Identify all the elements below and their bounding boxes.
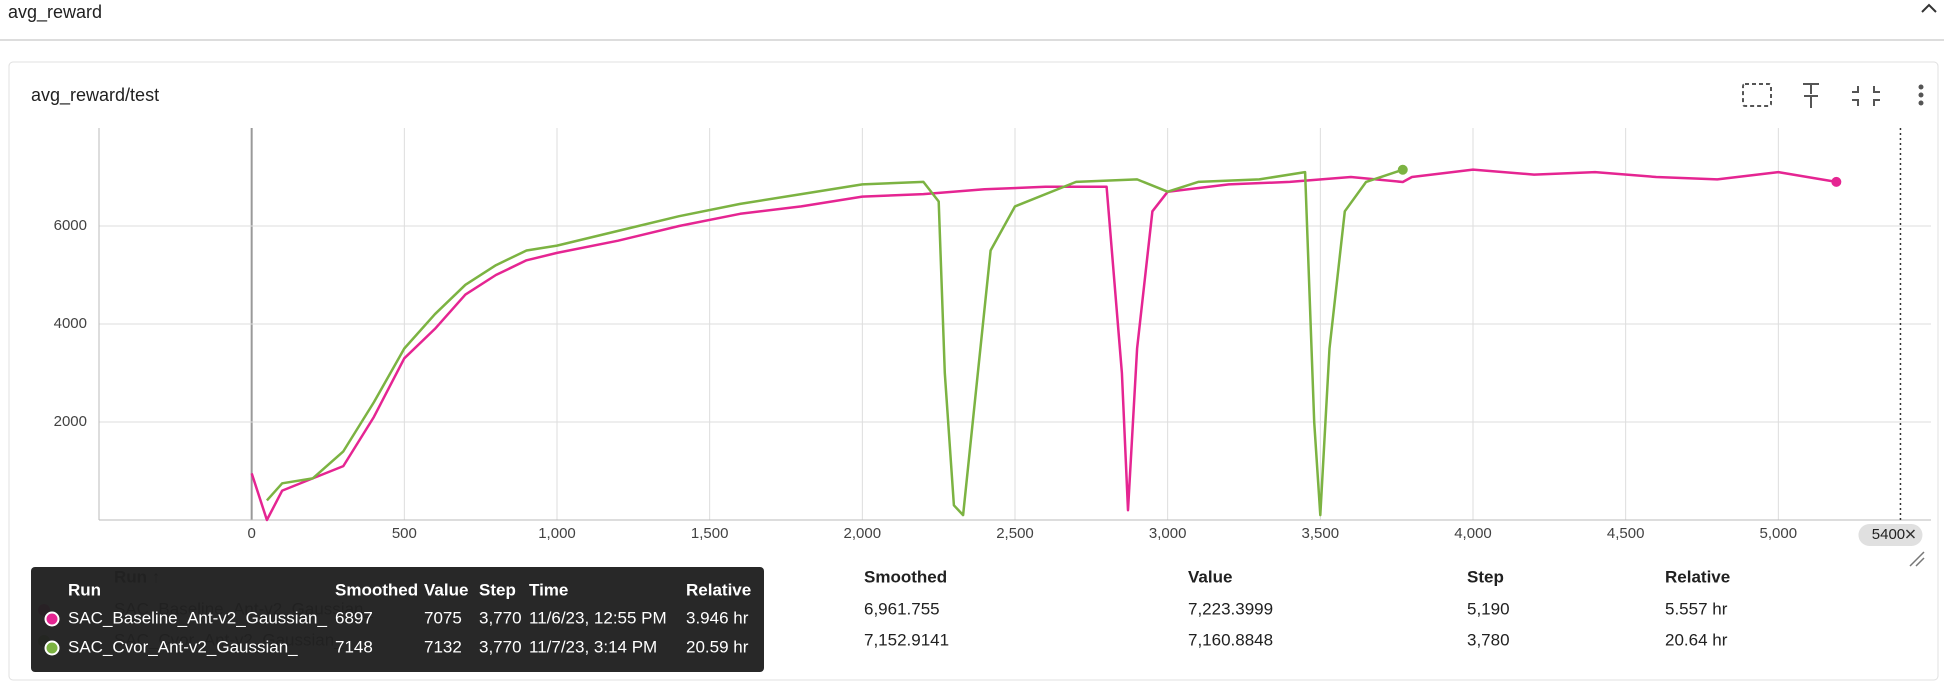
- tooltip-cell: 20.59 hr: [686, 637, 749, 656]
- tooltip: Run Smoothed Value Step Time Relative SAC_Base…: [31, 567, 764, 672]
- table-cell: 20.64 hr: [1665, 630, 1728, 649]
- x-tick-label: 5,000: [1760, 525, 1798, 542]
- table-header: Relative: [1665, 567, 1730, 586]
- plot-area: 0 500 1,000 1,500 2,000 2,500 3,000 3,500 4,000 4…: [54, 128, 1931, 546]
- tooltip-header: Value: [424, 580, 468, 599]
- x-tick-label: 4,000: [1454, 525, 1492, 542]
- series-end-dot: [1397, 164, 1408, 175]
- step-marker-close[interactable]: [1905, 529, 1916, 539]
- series-line: [265, 168, 1404, 517]
- x-tick-label: 1,000: [538, 525, 576, 542]
- tooltip-header: Time: [529, 580, 568, 599]
- table-cell: 6,961.755: [864, 599, 940, 618]
- tooltip-cell: 11/7/23, 3:14 PM: [529, 637, 657, 656]
- y-tick-label: 6000: [54, 217, 87, 234]
- tooltip-header: Smoothed: [335, 580, 418, 599]
- series-line: [250, 168, 1837, 522]
- step-marker-label: 5400: [1872, 526, 1905, 543]
- more-icon[interactable]: [1918, 84, 1924, 106]
- tooltip-header: Relative: [686, 580, 751, 599]
- series-end-dot: [1831, 176, 1842, 187]
- tooltip-cell: 3.946 hr: [686, 608, 749, 627]
- section-title: avg_reward: [8, 2, 102, 23]
- x-tick-label: 0: [247, 525, 255, 542]
- tooltip-cell: 11/6/23, 12:55 PM: [529, 608, 667, 627]
- step-marker-chip[interactable]: [1858, 524, 1923, 546]
- tooltip-color-dot: [44, 640, 60, 656]
- y-tick-label: 2000: [54, 413, 87, 430]
- tooltip-cell: 7148: [335, 637, 373, 656]
- table-header: Value: [1188, 567, 1232, 586]
- x-tick-label: 4,500: [1607, 525, 1645, 542]
- tooltip-cell: 7132: [424, 637, 462, 656]
- x-tick-label: 2,000: [844, 525, 882, 542]
- table-cell: 7,160.8848: [1188, 630, 1273, 649]
- tooltip-box: [31, 567, 764, 672]
- y-tick-label: 4000: [54, 315, 87, 332]
- collapse-icon[interactable]: [1921, 3, 1937, 13]
- table-cell: 7,152.9141: [864, 630, 949, 649]
- tooltip-cell: 7075: [424, 608, 462, 627]
- fullscreen-icon[interactable]: [1852, 86, 1880, 106]
- tooltip-cell: SAC_Baseline_Ant-v2_Gaussian_: [68, 608, 327, 627]
- table-cell: 5.557 hr: [1665, 599, 1728, 618]
- table-cell: 3,780: [1467, 630, 1510, 649]
- x-tick-label: 500: [392, 525, 417, 542]
- card-title: avg_reward/test: [31, 85, 159, 106]
- table-header: Step: [1467, 567, 1504, 586]
- tooltip-cell: 3,770: [479, 637, 522, 656]
- x-tick-label: 3,500: [1302, 525, 1340, 542]
- table-cell: 5,190: [1467, 599, 1510, 618]
- resize-handle[interactable]: [1909, 551, 1925, 567]
- x-tick-label: 2,500: [996, 525, 1034, 542]
- pin-icon[interactable]: [1803, 83, 1819, 108]
- table-header: Smoothed: [864, 567, 947, 586]
- x-tick-label: 1,500: [691, 525, 729, 542]
- tooltip-cell: 3,770: [479, 608, 522, 627]
- card-toolbar: [1742, 83, 1924, 108]
- tooltip-color-dot: [44, 611, 60, 627]
- table-cell: 7,223.3999: [1188, 599, 1273, 618]
- x-tick-label: 3,000: [1149, 525, 1187, 542]
- tooltip-header: Run: [68, 580, 101, 599]
- fit-domain-icon[interactable]: [1742, 83, 1772, 107]
- header-bar: [0, 0, 1944, 40]
- tooltip-cell: 6897: [335, 608, 373, 627]
- tooltip-cell: SAC_Cvor_Ant-v2_Gaussian_: [68, 637, 298, 656]
- tooltip-header: Step: [479, 580, 516, 599]
